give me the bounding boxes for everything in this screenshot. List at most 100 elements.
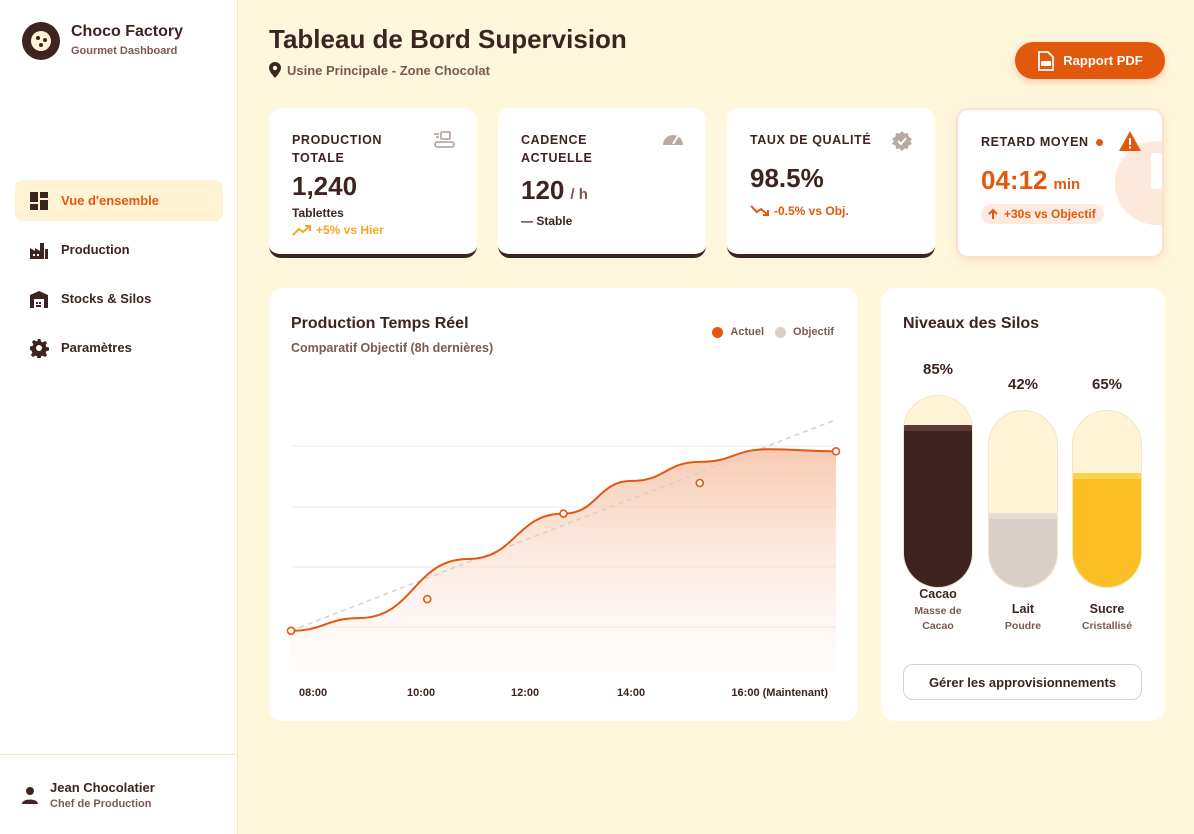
page-title: Tableau de Bord Supervision (269, 24, 627, 54)
silo-desc-line: Masse de (914, 605, 962, 617)
kpi-value: 1,240 (292, 171, 358, 201)
kpi-value: 120 (521, 175, 565, 205)
kpi-value-row: 04:12 min (981, 165, 1140, 196)
chart-legend: Actuel Objectif (712, 326, 834, 338)
sidebar: Choco Factory Gourmet Dashboard Vue d'en… (0, 0, 238, 834)
location: Usine Principale - Zone Chocolat (269, 62, 490, 78)
actual-point (422, 594, 432, 604)
kpi-label-row: RETARD MOYEN (981, 133, 1140, 151)
sidebar-item-label: Vue d'ensemble (61, 193, 159, 208)
pdf-file-icon (1038, 50, 1055, 71)
kpi-unit: / h (570, 186, 588, 203)
x-tick-label: 14:00 (617, 687, 645, 699)
kpi-label: TAUX DE QUALITÉ (750, 133, 872, 147)
warehouse-icon (30, 290, 48, 308)
user-role: Chef de Production (50, 797, 152, 810)
user-name: Jean Chocolatier (50, 779, 155, 795)
silos-title: Niveaux des Silos (903, 315, 1040, 332)
pdf-report-button[interactable]: Rapport PDF (1015, 42, 1165, 79)
silo-percent-cacao: 85% (922, 361, 954, 378)
speedometer-icon (663, 135, 683, 145)
x-tick-label: 10:00 (407, 687, 435, 699)
sidebar-item-label: Production (61, 242, 130, 257)
sidebar-item-overview[interactable]: Vue d'ensemble (15, 180, 223, 221)
silo-fill (904, 424, 972, 587)
sidebar-item-settings[interactable]: Paramètres (15, 327, 223, 368)
user-icon (22, 786, 38, 804)
silo-desc-cacao: Masse de Cacao (893, 604, 983, 634)
trend-up-icon (292, 225, 311, 236)
actual-line (290, 448, 837, 632)
silo-fill (989, 513, 1057, 587)
silo-desc-line: Cacao (922, 620, 954, 632)
line-chart: 08:00 10:00 12:00 14:00 16:00 (Maintenant) (286, 418, 841, 699)
actual-point (559, 509, 568, 518)
sidebar-item-label: Paramètres (61, 340, 132, 355)
actual-point (695, 478, 705, 488)
pdf-button-label: Rapport PDF (1063, 53, 1143, 68)
kpi-card-delay: RETARD MOYEN 04:12 min +30s vs Objectif (956, 108, 1164, 258)
dashboard-icon (30, 191, 48, 210)
chart-title: Production Temps Réel (291, 315, 469, 332)
kpi-sub: Tablettes (292, 206, 344, 220)
kpi-trend-label: — Stable (521, 214, 573, 228)
kpi-card-quality: TAUX DE QUALITÉ 98.5% -0.5% vs Obj. (727, 108, 935, 258)
legend-label-actual: Actuel (730, 326, 765, 338)
stopwatch-watermark-icon (1115, 141, 1162, 225)
silo-percent-sucre: 65% (1091, 376, 1123, 393)
kpi-card-cadence: CADENCE ACTUELLE 120 / h — Stable (498, 108, 706, 258)
factory-icon (30, 242, 48, 259)
silo-desc-sucre: Cristallisé (1081, 620, 1133, 632)
kpi-card-production: PRODUCTION TOTALE 1,240 Tablettes +5% vs… (269, 108, 477, 258)
x-tick-label: 12:00 (511, 687, 539, 699)
x-tick-label: 16:00 (Maintenant) (731, 687, 828, 699)
chart-subtitle: Comparatif Objectif (8h dernières) (291, 341, 494, 355)
kpi-value: 04:12 (981, 165, 1048, 195)
silos-panel: Niveaux des Silos 85% Cacao Masse de Cac… (881, 288, 1165, 721)
actual-point (831, 447, 841, 456)
cookie-logo-icon (22, 22, 60, 60)
warning-icon (1119, 131, 1141, 151)
conveyor-icon (434, 131, 455, 148)
silo-name-cacao: Cacao (919, 587, 957, 601)
kpi-trend-badge: +30s vs Objectif (981, 204, 1104, 224)
brand-title: Choco Factory (71, 23, 184, 40)
arrow-up-icon (988, 208, 998, 219)
kpi-label: RETARD MOYEN (981, 135, 1089, 149)
silo-fill (1073, 472, 1141, 587)
gear-icon (30, 338, 49, 358)
brand[interactable]: Choco Factory Gourmet Dashboard (22, 22, 183, 60)
verified-badge-icon (892, 131, 912, 151)
sidebar-item-production[interactable]: Production (15, 229, 223, 270)
location-pin-icon (269, 62, 281, 78)
sidebar-item-stocks[interactable]: Stocks & Silos (15, 278, 223, 319)
silo-gauge-lait (988, 410, 1058, 588)
sidebar-nav: Vue d'ensemble Production Stocks & Silos (15, 180, 223, 376)
silo-gauge-cacao (903, 395, 973, 588)
manage-supply-button[interactable]: Gérer les approvisionnements (903, 664, 1142, 700)
silo-percent-lait: 42% (1007, 376, 1039, 393)
actual-point (286, 626, 296, 636)
silo-name-sucre: Sucre (1089, 602, 1125, 616)
production-chart-panel: Production Temps Réel Comparatif Objecti… (269, 288, 858, 721)
kpi-trend-label: +30s vs Objectif (1004, 207, 1096, 221)
actual-area (291, 449, 836, 673)
brand-subtitle: Gourmet Dashboard (71, 45, 178, 57)
legend-dot-target (775, 326, 787, 338)
user-profile[interactable]: Jean Chocolatier Chef de Production (0, 754, 238, 834)
x-tick-label: 08:00 (299, 687, 327, 699)
target-line (290, 418, 837, 632)
trend-down-icon (750, 205, 769, 216)
kpi-unit: min (1053, 176, 1081, 193)
kpi-trend: -0.5% vs Obj. (750, 204, 913, 218)
sidebar-item-label: Stocks & Silos (61, 291, 152, 306)
alert-dot (1095, 138, 1103, 146)
silo-desc-lait: Poudre (1004, 620, 1042, 632)
kpi-value-row: 120 / h (521, 175, 684, 206)
location-label: Usine Principale - Zone Chocolat (287, 62, 490, 78)
kpi-trend-label: -0.5% vs Obj. (774, 204, 849, 218)
silo-gauge-sucre (1072, 410, 1142, 588)
silo-name-lait: Lait (1011, 602, 1035, 616)
kpi-trend: +5% vs Hier (292, 223, 455, 237)
kpi-trend-label: +5% vs Hier (316, 223, 384, 237)
